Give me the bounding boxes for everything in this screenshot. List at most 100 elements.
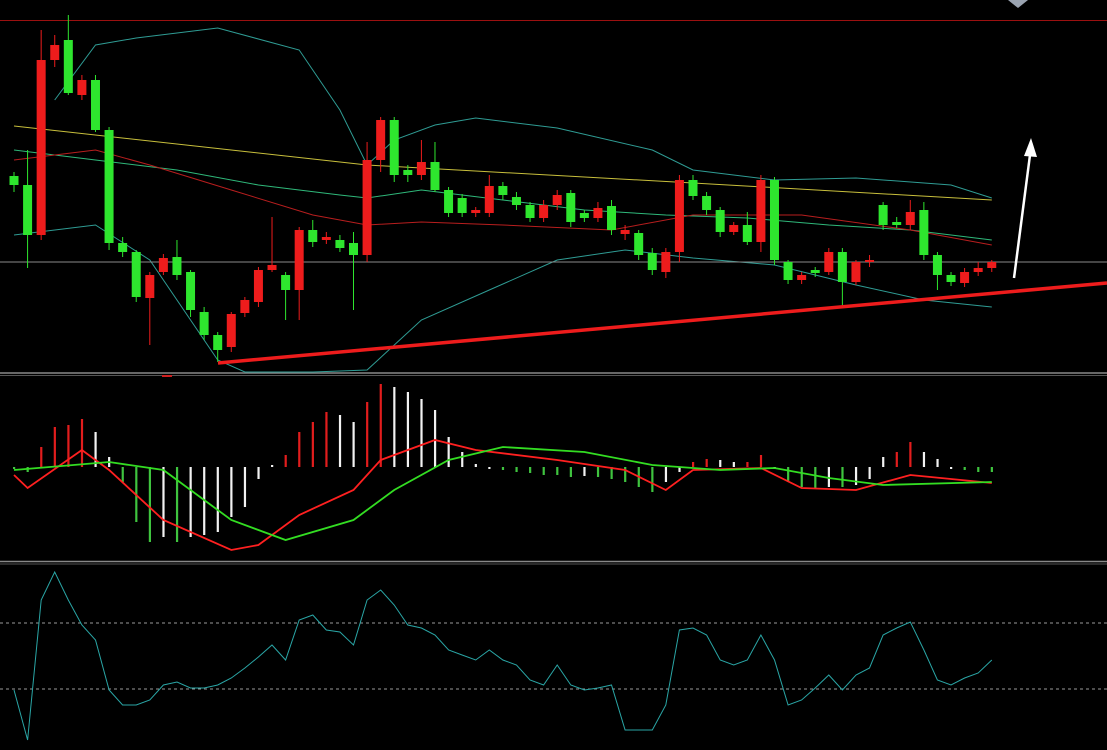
candle-body	[457, 198, 467, 213]
candle-body	[593, 208, 603, 218]
candle-body	[335, 240, 345, 248]
candle-body	[416, 162, 426, 175]
macd-bar	[53, 427, 56, 467]
trend-line	[217, 281, 1107, 365]
candle-body	[213, 335, 223, 350]
candle-body	[661, 252, 671, 272]
candle-body	[579, 213, 589, 218]
candle-body	[145, 275, 155, 298]
macd-bar	[895, 452, 898, 467]
macd-bar	[692, 462, 695, 467]
macd-bar	[338, 415, 342, 467]
macd-bar	[651, 467, 654, 492]
candle-body	[851, 262, 861, 282]
candle-body	[23, 185, 33, 235]
macd-bar	[827, 467, 830, 487]
candle-body	[308, 230, 318, 242]
macd-bar	[175, 467, 179, 542]
candle-body	[240, 300, 250, 313]
candle-body	[294, 230, 304, 290]
candle-body	[647, 253, 657, 270]
macd-bar	[298, 432, 301, 467]
macd-bar	[488, 467, 491, 469]
macd-bar	[732, 462, 735, 467]
candle-body	[267, 265, 277, 270]
candle-body	[674, 180, 684, 252]
candle-body	[389, 120, 399, 175]
candle-body	[824, 252, 834, 272]
candle-body	[729, 225, 739, 232]
macd-bar	[610, 467, 613, 479]
candle-body	[63, 40, 73, 93]
candle-body	[172, 257, 182, 275]
candle-body	[158, 258, 168, 272]
macd-bar	[447, 437, 450, 467]
macd-bar	[121, 467, 124, 482]
candle-body	[987, 262, 997, 268]
candle-body	[281, 275, 291, 290]
candle-body	[756, 180, 766, 242]
candle-body	[634, 233, 644, 255]
candle-body	[403, 170, 413, 175]
candle-body	[349, 243, 358, 255]
candle-body	[226, 314, 236, 347]
candle-body	[484, 186, 494, 213]
macd-bar	[461, 452, 464, 467]
candle-body	[118, 243, 128, 252]
macd-bar	[936, 459, 939, 467]
candle-body	[376, 120, 386, 160]
macd-bar	[284, 455, 287, 467]
candle-body	[104, 130, 114, 243]
macd-bar	[868, 467, 871, 479]
candle-body	[892, 222, 902, 225]
macd-bar	[759, 455, 763, 467]
macd-bar	[814, 467, 817, 489]
macd-bar	[800, 467, 803, 487]
candle-body	[919, 210, 929, 255]
macd-bar	[529, 467, 532, 473]
candle-body	[321, 237, 331, 240]
plot-layer	[0, 15, 1107, 741]
macd-bar	[596, 467, 600, 477]
candle-body	[946, 275, 956, 282]
macd-bar	[216, 467, 219, 532]
candle-body	[90, 80, 100, 130]
macd-bar	[420, 399, 423, 467]
candle-body	[539, 205, 549, 218]
macd-bar	[379, 384, 382, 467]
macd-bar	[393, 387, 396, 467]
candle-body	[865, 260, 875, 262]
macd-bar	[624, 467, 627, 482]
macd-bar	[977, 467, 980, 472]
candle-body	[769, 180, 779, 260]
candle-body	[566, 193, 576, 222]
macd-bar	[325, 412, 328, 467]
candle-body	[960, 272, 970, 283]
macd-bar	[922, 452, 926, 467]
candle-body	[430, 162, 440, 190]
macd-bar	[990, 467, 993, 472]
candle-body	[810, 270, 820, 273]
candle-body	[905, 212, 915, 225]
candle-body	[715, 210, 725, 232]
candle-body	[742, 225, 752, 242]
macd-bar	[257, 467, 260, 479]
tick-marker	[162, 375, 172, 377]
candle-body	[498, 186, 508, 195]
macd-bar	[963, 467, 966, 470]
macd-bar	[80, 419, 84, 467]
candle-body	[511, 197, 521, 205]
macd-bar	[841, 467, 844, 487]
overlay-line	[13, 149, 992, 246]
macd-bar	[909, 442, 912, 467]
candle-body	[688, 180, 698, 196]
macd-bar	[882, 457, 885, 467]
arrow-shaft	[1012, 154, 1032, 279]
macd-bar	[311, 422, 314, 467]
candle-body	[797, 275, 807, 280]
overlay-line	[13, 125, 992, 201]
macd-bar	[474, 464, 477, 467]
candle-body	[362, 160, 372, 255]
